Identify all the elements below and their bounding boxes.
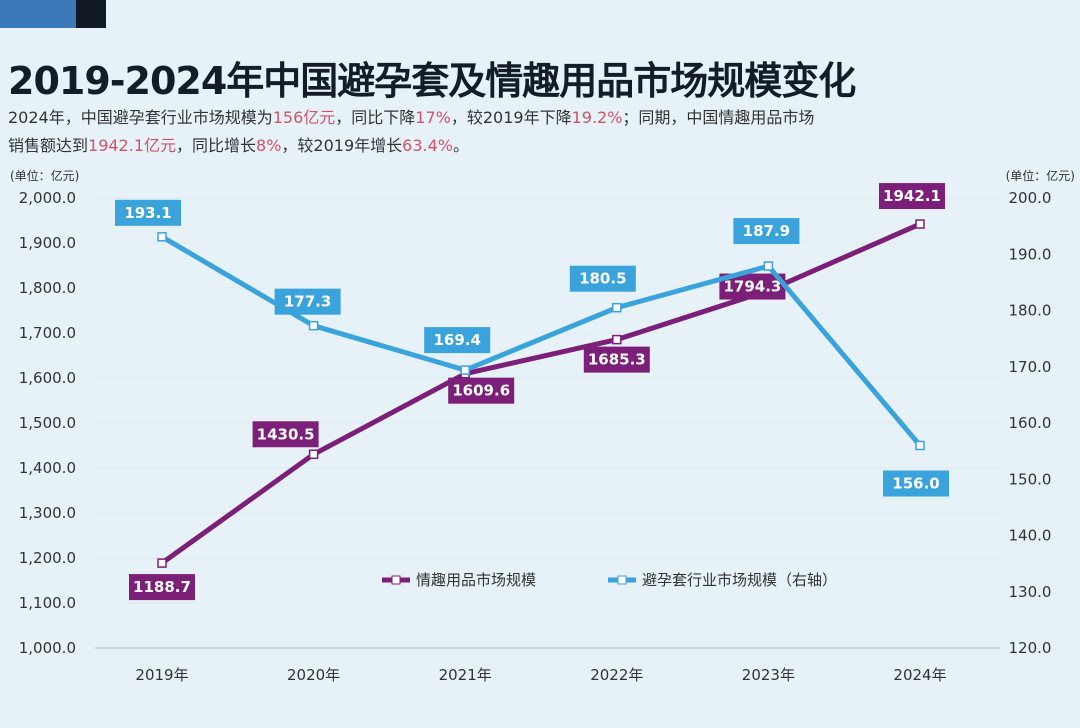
data-label-box [424,327,491,354]
left-tick-label: 1,700.0 [19,324,76,342]
right-tick-label: 170.0 [1009,358,1052,376]
data-label-box [129,574,195,601]
subtitle-line-2: 销售额达到1942.1亿元，同比增长8%，较2019年增长63.4%。 [8,132,469,156]
data-label-box [879,183,945,210]
left-tick-label: 1,400.0 [19,459,76,477]
left-tick-label: 1,300.0 [19,504,76,522]
data-label-box [274,288,341,315]
right-tick-label: 180.0 [1009,302,1052,320]
data-label: 193.1 [124,204,171,222]
x-tick-label: 2020年 [287,666,340,684]
subtitle-text: ；同期，中国情趣用品市场 [622,108,815,127]
subtitle-highlight: 8% [256,136,282,155]
subtitle-text: 销售额达到 [8,136,89,155]
data-label: 156.0 [892,475,939,493]
data-label: 187.9 [743,222,790,240]
subtitle-highlight: 17% [415,108,451,127]
left-tick-label: 1,900.0 [19,234,76,252]
subtitle-text: ，较2019年下降 [450,108,572,127]
data-label: 177.3 [284,293,331,311]
data-point [308,449,319,460]
left-tick-label: 1,200.0 [19,549,76,567]
data-label-box [883,470,949,497]
data-label-box [733,218,800,245]
subtitle-text: 。 [452,136,469,155]
subtitle-text: ，较2019年增长 [281,136,403,155]
data-label: 180.5 [579,270,626,288]
subtitle-highlight: 63.4% [402,136,453,155]
legend-label: 避孕套行业市场规模（右轴） [642,571,837,589]
right-tick-label: 120.0 [1009,639,1052,657]
x-tick-label: 2019年 [135,666,188,684]
subtitle-text: ，同比下降 [335,108,416,127]
data-label: 1794.3 [723,278,781,296]
right-axis-unit: (单位：亿元) [1006,168,1075,183]
data-point [157,558,167,568]
subtitle-highlight: 19.2% [571,108,623,127]
subtitle-highlight: 1942.1亿元 [88,136,177,155]
data-point [157,232,167,242]
legend-marker-point [391,575,401,585]
data-point [612,334,622,345]
legend-label: 情趣用品市场规模 [416,571,536,589]
corner-decoration-dark [76,0,106,28]
subtitle-line-1: 2024年，中国避孕套行业市场规模为156亿元，同比下降17%，较2019年下降… [8,104,814,128]
data-label: 1188.7 [133,578,191,596]
right-tick-label: 190.0 [1009,245,1052,263]
data-point [915,440,925,451]
data-point [763,261,774,271]
corner-decoration [0,0,76,28]
data-label-box [115,199,181,226]
x-tick-label: 2022年 [590,666,643,684]
left-tick-label: 1,800.0 [19,279,76,297]
data-label: 169.4 [433,331,480,349]
chart-title: 2019-2024年中国避孕套及情趣用品市场规模变化 [8,59,856,103]
subtitle-text: 2024年，中国避孕套行业市场规模为 [8,108,273,127]
data-label: 1942.1 [883,187,941,205]
left-axis-unit: (单位：亿元) [10,168,79,183]
left-tick-label: 1,100.0 [19,594,76,612]
left-tick-label: 2,000.0 [19,189,76,207]
data-point [612,302,622,313]
data-label: 1430.5 [257,425,315,443]
subtitle-highlight: 156亿元 [272,108,336,127]
data-point [915,219,925,229]
right-tick-label: 200.0 [1009,189,1052,207]
right-tick-label: 140.0 [1009,527,1052,545]
data-point [460,365,470,375]
data-label-box [252,421,319,448]
left-tick-label: 1,500.0 [19,414,76,432]
series-line-condom [160,234,922,448]
right-tick-label: 150.0 [1009,470,1052,488]
data-label-box [569,265,636,292]
data-point [308,320,319,331]
legend-marker-point [617,575,627,585]
data-label-box [448,377,515,404]
series-line-adult-products [160,221,922,566]
x-tick-label: 2021年 [439,666,492,684]
data-label: 1685.3 [588,351,646,369]
right-tick-label: 160.0 [1009,414,1052,432]
x-tick-label: 2023年 [742,666,795,684]
data-label-box [583,346,650,373]
subtitle-text: ，同比增长 [176,136,257,155]
data-label: 1609.6 [452,382,510,400]
x-tick-label: 2024年 [893,666,946,684]
right-tick-label: 130.0 [1009,583,1052,601]
left-tick-label: 1,000.0 [19,639,76,657]
left-tick-label: 1,600.0 [19,369,76,387]
